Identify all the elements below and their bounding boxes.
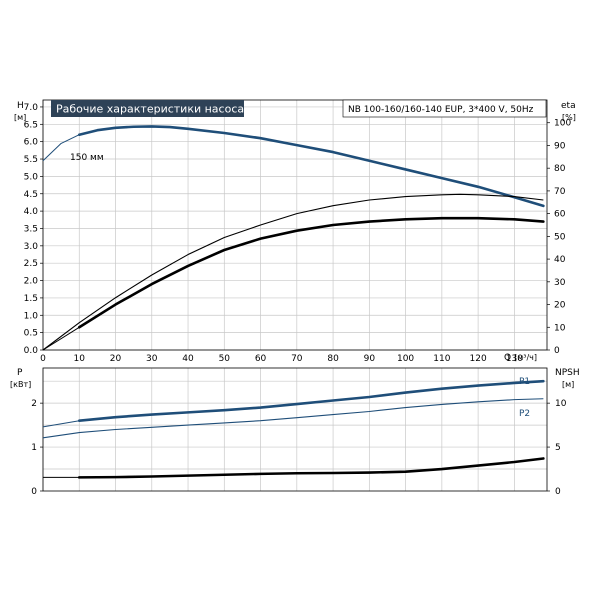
x-tick-label: 10 [74,354,86,364]
bottom-series-0-thin-line [42,420,80,428]
bottom-panel: P [кВт] NPSH [м] 0 1 2 0 5 10 P1 P2 [10,367,580,497]
x-tick-label: 0 [40,354,46,364]
x-axis-unit: [м³/ч] [514,353,537,362]
y-left-axis-label: H [17,101,24,111]
x-tick-label: 90 [364,354,376,364]
top-panel: Рабочие характеристики насоса NB 100-160… [14,99,576,364]
y-right-tick-label: 10 [554,323,566,333]
bottom-right-ticks: 0 5 10 [547,399,567,497]
npsh-tick-label: 0 [555,487,561,497]
p-tick-label: 2 [31,399,37,409]
top-series-0-line [77,125,545,208]
y-left-tick-label: 0.5 [24,329,38,339]
p-tick-label: 1 [31,443,37,453]
y-left-tick-label: 2.5 [24,259,38,269]
y-right-tick-label: 70 [554,187,566,197]
y-right-tick-label: 20 [554,301,566,311]
y-right-tick-label: 50 [554,232,566,242]
p-tick-label: 0 [31,487,37,497]
x-tick-label: 110 [433,354,450,364]
top-plot-frame [42,99,548,351]
y-right-tick-label: 30 [554,278,566,288]
x-tick-label: 30 [146,354,158,364]
x-tick-label: 70 [291,354,303,364]
y-left-tick-label: 3.0 [24,242,39,252]
y-right-tick-label: 80 [554,164,566,174]
y-left-tick-label: 5.0 [24,172,39,182]
bottom-series-0-line [77,379,545,423]
chart-title: Рабочие характеристики насоса [56,103,244,116]
top-right-ticks: 0 10 20 30 40 50 60 70 80 90 100 [547,119,571,356]
x-tick-label: 100 [397,354,414,364]
y-left-tick-label: 1.0 [24,311,39,321]
x-axis-label: Q [м³/ч] [504,353,537,363]
npsh-tick-label: 10 [555,399,567,409]
y-right-axis-label: eta [561,101,576,111]
x-tick-label: 130 [506,354,523,364]
chart-subtitle: NB 100-160/160-140 EUP, 3*400 V, 50Hz [348,105,534,115]
x-tick-label: 60 [255,354,267,364]
y-left-tick-label: 4.0 [24,207,39,217]
y-left-tick-label: 1.5 [24,294,38,304]
y-left-axis-unit: [м] [14,113,26,122]
p-axis-label: P [17,368,23,378]
y-right-tick-label: 60 [554,210,566,220]
top-left-ticks: 0.0 0.5 1.0 1.5 2.0 2.5 3.0 3.5 4.0 4.5 5.0 5.5 6.0 6… [24,103,43,356]
x-tick-label: 40 [182,354,194,364]
bottom-left-ticks: 0 1 2 [31,399,43,497]
x-tick-label: 120 [470,354,487,364]
top-series-0-thin-line [42,134,80,162]
y-right-tick-label: 0 [554,346,560,356]
top-series-2-thin-line [42,326,80,351]
bottom-series-2-line [77,457,545,479]
x-tick-label: 80 [327,354,339,364]
npsh-axis-unit: [м] [562,380,574,389]
y-right-tick-label: 40 [554,255,566,265]
bottom-curves [42,379,545,479]
npsh-tick-label: 5 [555,443,561,453]
y-left-tick-label: 3.5 [24,224,38,234]
y-left-tick-label: 0.0 [24,346,39,356]
p-axis-unit: [кВт] [10,380,31,389]
top-series-1-line [42,193,544,351]
y-right-axis-unit: [%] [562,113,576,122]
y-left-tick-label: 7.0 [24,103,39,113]
y-left-tick-label: 4.5 [24,190,38,200]
x-axis-q: Q [504,353,511,363]
y-left-tick-label: 6.5 [24,120,38,130]
title-box [51,100,244,117]
y-left-tick-label: 2.0 [24,277,39,287]
top-series-2-line [77,216,545,329]
y-left-tick-label: 5.5 [24,155,38,165]
series-label-p2: P2 [519,409,530,419]
series-label-150mm: 150 мм [70,153,104,163]
y-right-tick-label: 100 [554,119,571,129]
bottom-series-1-line [42,398,544,439]
top-grid [42,100,547,351]
npsh-axis-label: NPSH [555,368,580,378]
top-curves [42,125,545,351]
bottom-plot-frame [42,367,548,492]
series-label-p1: P1 [519,377,530,387]
top-x-ticks: 0 10 20 30 40 50 60 70 80 90 100 110 120 130 [40,354,523,364]
y-right-tick-label: 90 [554,141,566,151]
subtitle-box [342,99,547,118]
x-tick-label: 20 [110,354,122,364]
x-tick-label: 50 [219,354,231,364]
y-left-tick-label: 6.0 [24,138,39,148]
